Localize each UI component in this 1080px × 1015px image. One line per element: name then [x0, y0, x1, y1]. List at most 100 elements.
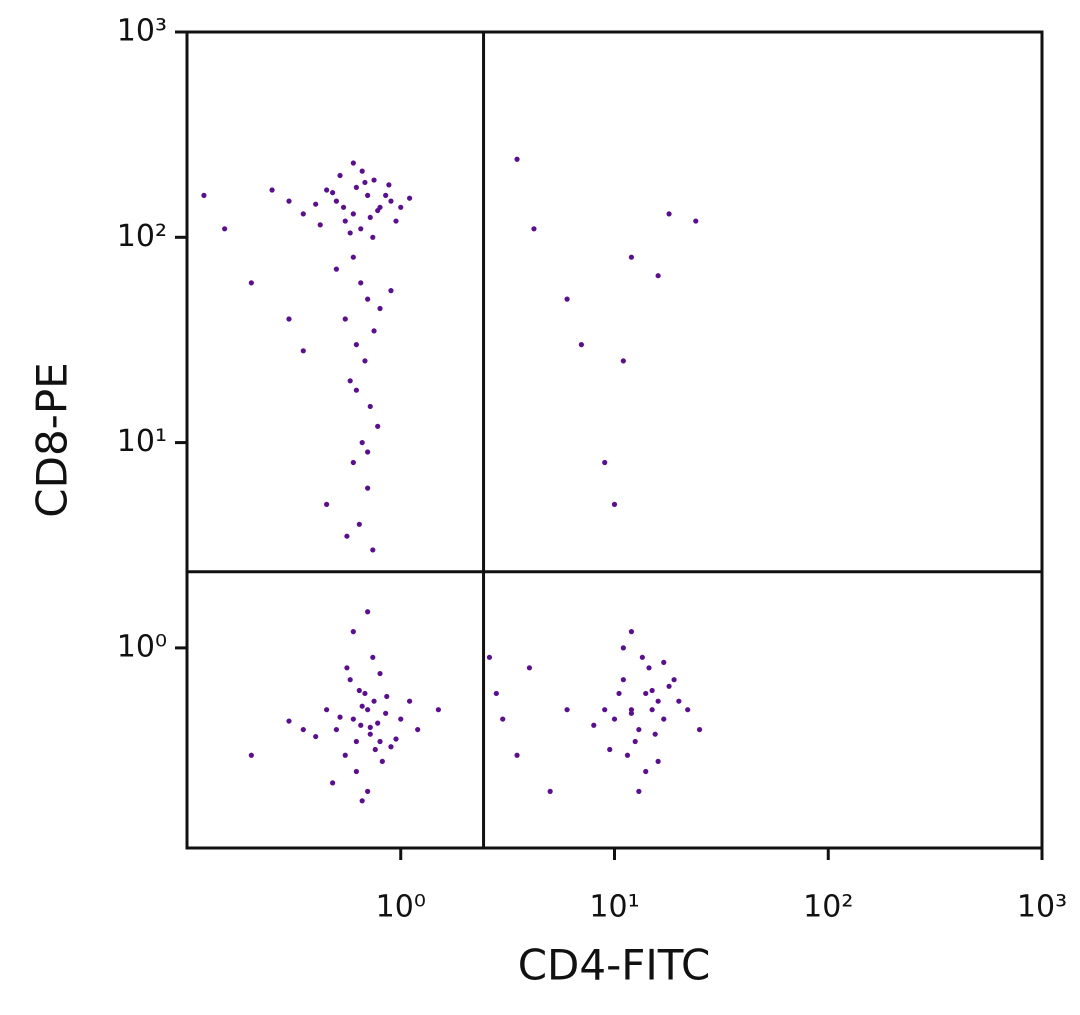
event-dot	[655, 698, 661, 704]
event-dot	[616, 690, 622, 697]
event-dot	[344, 665, 350, 671]
event-dot	[330, 190, 336, 196]
event-dot	[636, 788, 642, 794]
event-dot	[201, 192, 207, 198]
event-dot	[643, 768, 649, 775]
event-dot	[365, 485, 371, 491]
y-axis-title: CD8-PE	[28, 362, 77, 517]
event-dot	[666, 211, 672, 217]
event-dot	[313, 201, 319, 207]
event-dot	[661, 659, 667, 665]
event-dot	[367, 731, 373, 737]
event-dot	[646, 665, 652, 671]
event-dot	[330, 780, 336, 786]
event-dot	[384, 693, 390, 700]
event-dot	[286, 198, 292, 204]
event-dot	[248, 752, 254, 758]
event-dot	[340, 204, 347, 210]
event-dot	[370, 654, 376, 660]
event-dot	[362, 358, 368, 364]
event-dot	[300, 348, 306, 354]
x-tick-label: 10⁰	[376, 890, 426, 925]
event-dot	[372, 746, 378, 753]
plot-frame	[185, 30, 1044, 850]
event-dot	[365, 707, 371, 713]
event-dot	[564, 296, 570, 302]
event-dot	[406, 698, 413, 704]
event-dot	[359, 798, 365, 804]
event-dot	[269, 187, 275, 193]
event-dot	[347, 378, 353, 384]
event-dot	[388, 198, 394, 204]
event-dot	[371, 698, 377, 704]
event-dot	[611, 501, 618, 507]
event-dot	[356, 687, 362, 694]
event-dot	[350, 629, 356, 635]
event-dot	[358, 226, 364, 232]
event-dot	[353, 184, 359, 191]
event-dot	[350, 716, 356, 722]
event-dot	[370, 234, 376, 240]
event-dot	[696, 726, 703, 733]
event-dot	[356, 521, 362, 527]
event-dot	[531, 226, 537, 232]
event-dot	[347, 677, 353, 683]
event-dot	[602, 459, 608, 466]
event-dot	[393, 736, 399, 742]
event-dot	[632, 738, 638, 745]
event-dot	[365, 192, 371, 198]
event-dot	[347, 230, 353, 236]
event-dot	[375, 720, 381, 726]
event-dot	[324, 501, 330, 507]
event-dot	[676, 698, 682, 704]
event-dot	[371, 177, 377, 183]
y-tick-label: 10²	[117, 219, 167, 254]
event-dot	[353, 342, 359, 348]
event-dot	[358, 280, 364, 286]
event-dot	[602, 707, 608, 713]
event-dot	[367, 403, 373, 410]
event-dot	[342, 316, 348, 322]
event-dot	[333, 198, 340, 204]
event-dot	[628, 710, 635, 716]
event-dot	[350, 459, 356, 466]
event-dot	[652, 731, 658, 737]
event-dot	[344, 533, 350, 539]
event-dot	[526, 665, 533, 671]
event-dot	[435, 707, 441, 713]
event-dot	[693, 218, 699, 224]
event-dot	[337, 714, 343, 720]
event-dot	[359, 168, 365, 174]
event-dot	[362, 690, 368, 697]
y-tick-label: 10¹	[117, 424, 167, 459]
event-dot	[398, 204, 404, 210]
event-dot	[324, 187, 330, 193]
event-dot	[342, 752, 348, 758]
x-axis-title: CD4-FITC	[518, 941, 711, 990]
event-dot	[628, 707, 635, 713]
event-dot	[493, 690, 499, 697]
event-dot	[386, 182, 392, 188]
y-tick-label: 10³	[117, 14, 167, 49]
event-dot	[649, 707, 655, 713]
event-dot	[313, 733, 319, 740]
event-dot	[591, 722, 597, 728]
event-dot	[624, 752, 631, 758]
event-dot	[286, 316, 292, 322]
event-dot	[620, 677, 626, 683]
event-dot	[383, 710, 389, 716]
x-tick-label: 10²	[803, 890, 853, 925]
event-dot	[514, 156, 520, 162]
event-dot	[353, 387, 359, 393]
event-dot	[375, 423, 381, 429]
event-dot	[500, 716, 506, 722]
event-dot	[333, 726, 340, 733]
event-dot	[406, 195, 413, 201]
event-dot	[661, 716, 667, 722]
event-dot	[564, 707, 570, 713]
event-dot	[350, 254, 356, 260]
event-dot	[222, 226, 228, 232]
event-dot	[639, 654, 645, 660]
